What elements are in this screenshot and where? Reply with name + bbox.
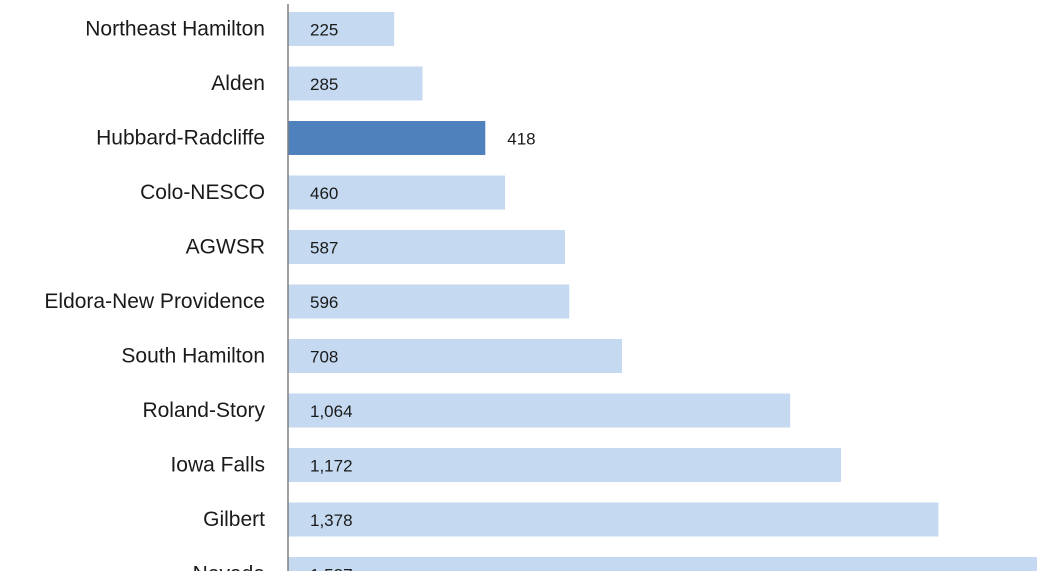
value-label: 1,378 [310, 511, 353, 530]
value-label: 285 [310, 75, 338, 94]
category-label: Eldora-New Providence [44, 290, 265, 313]
category-label: Nevada [193, 563, 266, 571]
value-label: 460 [310, 184, 338, 203]
category-label: AGWSR [186, 236, 265, 259]
category-label: Roland-Story [142, 399, 265, 422]
bar-alden [288, 66, 423, 101]
value-label: 418 [507, 130, 535, 149]
bar-south-hamilton [288, 339, 623, 373]
bar-roland-story [288, 393, 791, 428]
value-label: 225 [310, 21, 338, 40]
bar-eldora-new-providence [288, 284, 570, 319]
category-label: Colo-NESCO [140, 181, 265, 204]
bar-iowa-falls [288, 448, 842, 482]
category-label: South Hamilton [121, 345, 265, 368]
bar-colo-nesco [288, 175, 506, 210]
value-label: 1,587 [310, 566, 353, 571]
bar-northeast-hamilton [288, 12, 395, 46]
category-label: Iowa Falls [170, 454, 265, 477]
value-label: 587 [310, 239, 338, 258]
category-label: Hubbard-Radcliffe [96, 127, 265, 150]
value-label: 1,064 [310, 402, 353, 421]
bar-gilbert [288, 502, 939, 537]
category-label: Gilbert [203, 508, 265, 531]
value-label: 708 [310, 348, 338, 367]
bar-nevada [288, 557, 1037, 571]
value-label: 596 [310, 293, 338, 312]
bar-hubbard-radcliffe [288, 121, 486, 155]
bar-agwsr [288, 230, 565, 264]
value-label: 1,172 [310, 457, 353, 476]
category-label: Alden [211, 72, 265, 95]
category-label: Northeast Hamilton [85, 18, 265, 41]
